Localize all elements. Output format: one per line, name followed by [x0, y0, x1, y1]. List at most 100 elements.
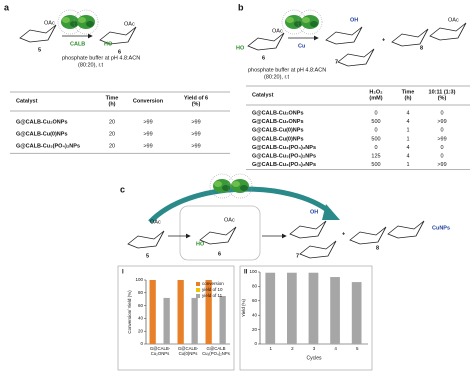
- enzyme-icon: [73, 9, 99, 35]
- table-cell: 0: [440, 145, 443, 151]
- table-cell: 1: [406, 162, 409, 168]
- chart-frame: [239, 265, 373, 371]
- bar: [308, 272, 319, 344]
- y-tick-label: 60: [252, 298, 258, 303]
- x-tick-label: Cu₂ONPs: [151, 351, 170, 356]
- table-cell: G@CALB-Cu₂ONPs: [252, 119, 304, 125]
- sugar-ring: [19, 24, 57, 43]
- panel-label: a: [4, 2, 10, 12]
- compound-number: 6: [218, 251, 221, 257]
- sugar-ring: [337, 48, 375, 67]
- enzyme-icon: [209, 173, 235, 199]
- table-cell: >99: [143, 131, 152, 137]
- table-header: Time: [402, 89, 415, 95]
- table-cell: >99: [143, 143, 152, 149]
- substituent: OAc: [124, 21, 135, 27]
- table-header: 10:11 (1:3): [429, 89, 456, 95]
- legend-swatch: [196, 294, 200, 298]
- conditions: phosphate buffer at pH 4.8:ACN: [248, 67, 326, 73]
- sugar-ring: [289, 220, 327, 239]
- hydroxyl: OH: [310, 209, 318, 215]
- cascade-arrow-head: [322, 204, 340, 220]
- legend-label: yield of 10: [202, 287, 223, 292]
- sugar-ring: [391, 28, 429, 47]
- compound-number: 6: [262, 55, 265, 61]
- legend-label: yield of 11: [202, 293, 223, 298]
- sugar-ring: [325, 26, 363, 45]
- substituent: OAc: [272, 28, 283, 34]
- enzyme-icon: [297, 9, 323, 35]
- y-tick-label: 0: [140, 341, 143, 346]
- y-tick-label: 100: [249, 269, 257, 274]
- table-cell: >99: [437, 119, 446, 125]
- table-cell: 4: [406, 145, 409, 151]
- bar: [149, 280, 156, 344]
- table-cell: G@CALB-Cu₂ONPs: [16, 119, 68, 125]
- table-header: Yield of 6: [184, 95, 208, 101]
- conditions: (80:20), r.t: [264, 74, 290, 80]
- enzyme-icon: [227, 173, 253, 199]
- table-cell: 0: [440, 110, 443, 116]
- x-tick-label: 5: [356, 346, 359, 351]
- y-axis-label: Yield (%): [241, 298, 246, 317]
- x-tick-label: G@CALB-: [150, 346, 171, 351]
- plus: +: [382, 37, 385, 43]
- bar: [163, 297, 170, 344]
- table-cell: 1: [406, 128, 409, 134]
- legend-swatch: [196, 282, 200, 286]
- y-tick-label: 20: [252, 327, 258, 332]
- sugar-ring: [387, 220, 425, 239]
- table-header: (%): [192, 101, 201, 107]
- plus: +: [342, 231, 345, 237]
- compound-number: 6: [118, 49, 121, 55]
- intermediate-box: [179, 205, 261, 261]
- table-header: (%): [438, 95, 447, 101]
- compound-number: 7: [335, 59, 338, 65]
- compound-number: 7: [296, 253, 299, 259]
- table-cell: 20: [109, 119, 115, 125]
- table-cell: 500: [371, 136, 380, 142]
- panel-label: I: [122, 270, 124, 276]
- panel-label: b: [238, 2, 244, 12]
- compound-number: 8: [420, 45, 423, 51]
- substituent: OAc: [150, 219, 161, 225]
- x-axis-label: Cycles: [306, 355, 322, 361]
- table-cell: G@CALB-Cu₃(PO₄)₂NPs: [252, 162, 316, 168]
- y-tick-label: 40: [252, 312, 258, 317]
- table-cell: G@CALB-Cu(0)NPs: [16, 131, 68, 137]
- hydroxyl: OH: [350, 17, 358, 23]
- x-tick-label: G@CALB-: [178, 346, 199, 351]
- table-cell: G@CALB-Cu₃(PO₄)₂NPs: [252, 153, 316, 159]
- enzyme-label: CALB: [70, 41, 85, 47]
- table-cell: G@CALB-Cu(0)NPs: [252, 128, 304, 134]
- table-header: (h): [108, 101, 115, 107]
- conditions: phosphate buffer at pH 4.8:ACN: [62, 55, 140, 61]
- sugar-ring: [199, 226, 237, 245]
- table-cell: 0: [440, 153, 443, 159]
- table-cell: 4: [406, 153, 409, 159]
- table-cell: 4: [406, 110, 409, 116]
- compound-number: 8: [376, 245, 379, 251]
- nanoparticle-label: CuNPs: [432, 225, 450, 231]
- x-tick-label: Cu₃(PO₄)₂NPs: [202, 351, 230, 356]
- table-cell: G@CALB-Cu₃(PO₄)₂NPs: [252, 145, 316, 151]
- y-tick-label: 80: [138, 290, 144, 295]
- bar: [330, 277, 340, 344]
- bar: [177, 280, 184, 344]
- bar: [191, 297, 198, 344]
- bar: [351, 282, 362, 344]
- y-axis-label: Conversion/ Yield (%): [127, 290, 132, 334]
- x-tick-label: G@CALB: [207, 346, 226, 351]
- sugar-ring: [127, 230, 165, 249]
- sugar-ring: [349, 226, 387, 245]
- table-cell: 20: [109, 143, 115, 149]
- y-tick-label: 100: [135, 277, 143, 282]
- table-cell: >99: [191, 131, 200, 137]
- table-cell: 500: [371, 162, 380, 168]
- table-cell: 4: [406, 119, 409, 125]
- sugar-ring: [299, 240, 337, 259]
- table-cell: G@CALB-Cu₂ONPs: [252, 110, 304, 116]
- table-cell: >99: [143, 119, 152, 125]
- table-cell: 20: [109, 131, 115, 137]
- y-tick-label: 40: [138, 316, 144, 321]
